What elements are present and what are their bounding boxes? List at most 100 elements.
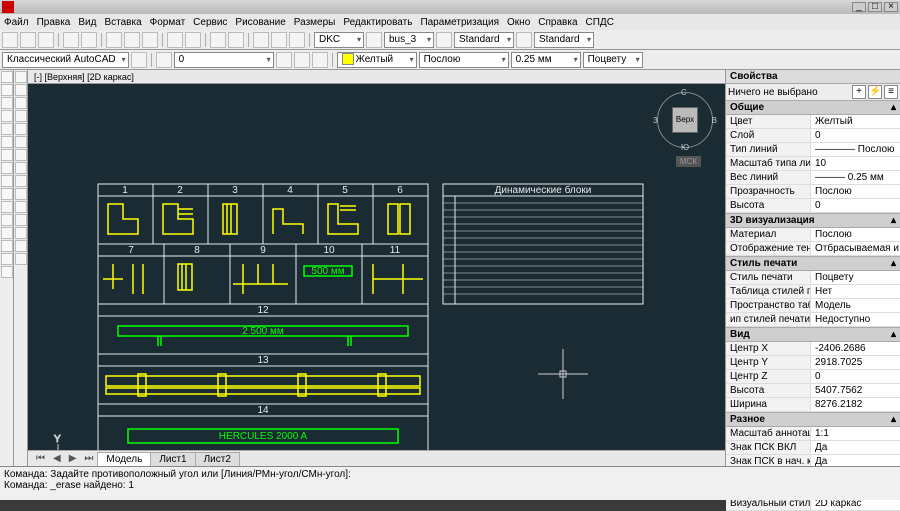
- tbtn-b[interactable]: [271, 32, 287, 48]
- tab-model[interactable]: Модель: [97, 452, 151, 466]
- point-tool[interactable]: [1, 175, 13, 187]
- linetype-select[interactable]: Послою: [419, 52, 509, 68]
- prop-cz-v[interactable]: 0: [811, 370, 900, 383]
- region-tool[interactable]: [1, 214, 13, 226]
- group-3d[interactable]: 3D визуализация: [726, 213, 900, 228]
- hatch-tool[interactable]: [1, 149, 13, 161]
- tab-first[interactable]: ⏮: [32, 453, 49, 464]
- prop-as-v[interactable]: 1:1: [811, 427, 900, 440]
- copy-tool[interactable]: [15, 84, 27, 96]
- prop-pst-v[interactable]: Нет: [811, 285, 900, 298]
- close-button[interactable]: ×: [884, 2, 898, 12]
- tab-layout1[interactable]: Лист1: [150, 452, 195, 466]
- paste-button[interactable]: [142, 32, 158, 48]
- prop-layer-v[interactable]: 0: [811, 129, 900, 142]
- break-tool[interactable]: [15, 214, 27, 226]
- save-button[interactable]: [38, 32, 54, 48]
- text-tool[interactable]: [1, 162, 13, 174]
- circle-tool[interactable]: [1, 97, 13, 109]
- menu-insert[interactable]: Вставка: [104, 17, 141, 28]
- layer-select[interactable]: 0: [174, 52, 274, 68]
- dimstyle-select[interactable]: Standard: [534, 32, 594, 48]
- tbtn-d[interactable]: [366, 32, 382, 48]
- drawing-canvas[interactable]: 500 мм 2 500 мм HERCULES 2000 A: [28, 84, 725, 450]
- color-select[interactable]: Желтый: [337, 52, 417, 68]
- prop-material-v[interactable]: Послою: [811, 228, 900, 241]
- viewcube[interactable]: Верх С В Ю З: [655, 90, 715, 150]
- selection-select[interactable]: Ничего не выбрано: [728, 87, 850, 98]
- menu-spds[interactable]: СПДС: [586, 17, 614, 28]
- arc-tool[interactable]: [1, 110, 13, 122]
- block-tool[interactable]: [1, 188, 13, 200]
- group-misc[interactable]: Разное: [726, 412, 900, 427]
- chamfer-tool[interactable]: [15, 240, 27, 252]
- group-plotstyle[interactable]: Стиль печати: [726, 256, 900, 271]
- zoom-button[interactable]: [228, 32, 244, 48]
- prop-linetype-v[interactable]: ———— Послою: [811, 143, 900, 156]
- dkc-select[interactable]: DKC: [314, 32, 364, 48]
- redo-button[interactable]: [185, 32, 201, 48]
- mirror-tool[interactable]: [15, 97, 27, 109]
- trim-tool[interactable]: [15, 188, 27, 200]
- menu-modify[interactable]: Редактировать: [343, 17, 412, 28]
- tab-next[interactable]: ▶: [65, 453, 81, 464]
- ray-tool[interactable]: [1, 253, 13, 265]
- prop-cx-v[interactable]: -2406.2686: [811, 342, 900, 355]
- plotstyle-select[interactable]: Поцвету: [583, 52, 643, 68]
- fillet-tool[interactable]: [15, 227, 27, 239]
- textstyle-select[interactable]: Standard: [454, 32, 514, 48]
- ellipse-tool[interactable]: [1, 136, 13, 148]
- tab-layout2[interactable]: Лист2: [195, 452, 240, 466]
- menu-draw[interactable]: Рисование: [235, 17, 285, 28]
- prop-height-v[interactable]: 0: [811, 199, 900, 212]
- wcs-label[interactable]: МСК: [676, 156, 701, 167]
- tbtn-a[interactable]: [253, 32, 269, 48]
- menu-file[interactable]: Файл: [4, 17, 29, 28]
- prop-ltscale-v[interactable]: 10: [811, 157, 900, 170]
- minimize-button[interactable]: _: [852, 2, 866, 12]
- layer-tool-c[interactable]: [312, 52, 328, 68]
- cut-button[interactable]: [106, 32, 122, 48]
- pline-tool[interactable]: [1, 84, 13, 96]
- print-button[interactable]: [63, 32, 79, 48]
- viewcube-face[interactable]: Верх: [672, 107, 698, 133]
- erase-tool[interactable]: [15, 71, 27, 83]
- prop-trans-v[interactable]: Послою: [811, 185, 900, 198]
- spline-tool[interactable]: [1, 227, 13, 239]
- menu-format[interactable]: Формат: [150, 17, 186, 28]
- new-button[interactable]: [2, 32, 18, 48]
- props-options-button[interactable]: ≡: [884, 85, 898, 99]
- scale-tool[interactable]: [15, 162, 27, 174]
- layer-tool-b[interactable]: [294, 52, 310, 68]
- move-tool[interactable]: [15, 136, 27, 148]
- table-tool[interactable]: [1, 201, 13, 213]
- preview-button[interactable]: [81, 32, 97, 48]
- menu-view[interactable]: Вид: [78, 17, 96, 28]
- group-view[interactable]: Вид: [726, 327, 900, 342]
- command-line[interactable]: Команда: Задайте противоположный угол ил…: [0, 466, 900, 500]
- maximize-button[interactable]: □: [868, 2, 882, 12]
- menu-parametric[interactable]: Параметризация: [420, 17, 499, 28]
- menu-dimension[interactable]: Размеры: [294, 17, 336, 28]
- explode-tool[interactable]: [15, 253, 27, 265]
- prop-color-v[interactable]: Желтый: [811, 115, 900, 128]
- rect-tool[interactable]: [1, 123, 13, 135]
- tbtn-f[interactable]: [516, 32, 532, 48]
- menu-help[interactable]: Справка: [538, 17, 577, 28]
- quickselect-button[interactable]: ⚡: [868, 85, 882, 99]
- prop-vw-v[interactable]: 8276.2182: [811, 398, 900, 411]
- rotate-tool[interactable]: [15, 149, 27, 161]
- layer-tool-a[interactable]: [276, 52, 292, 68]
- array-tool[interactable]: [15, 123, 27, 135]
- tbtn-e[interactable]: [436, 32, 452, 48]
- workspace-select[interactable]: Классический AutoCAD: [2, 52, 129, 68]
- prop-lw-v[interactable]: ——— 0.25 мм: [811, 171, 900, 184]
- prop-shadow-v[interactable]: Отбрасываемая и прини...: [811, 242, 900, 255]
- tab-last[interactable]: ⏭: [80, 453, 97, 464]
- group-general[interactable]: Общие: [726, 100, 900, 115]
- layer-prop-button[interactable]: [156, 52, 172, 68]
- xline-tool[interactable]: [1, 240, 13, 252]
- tbtn-c[interactable]: [289, 32, 305, 48]
- prop-vh-v[interactable]: 5407.7562: [811, 384, 900, 397]
- prop-psty-v[interactable]: Недоступно: [811, 313, 900, 326]
